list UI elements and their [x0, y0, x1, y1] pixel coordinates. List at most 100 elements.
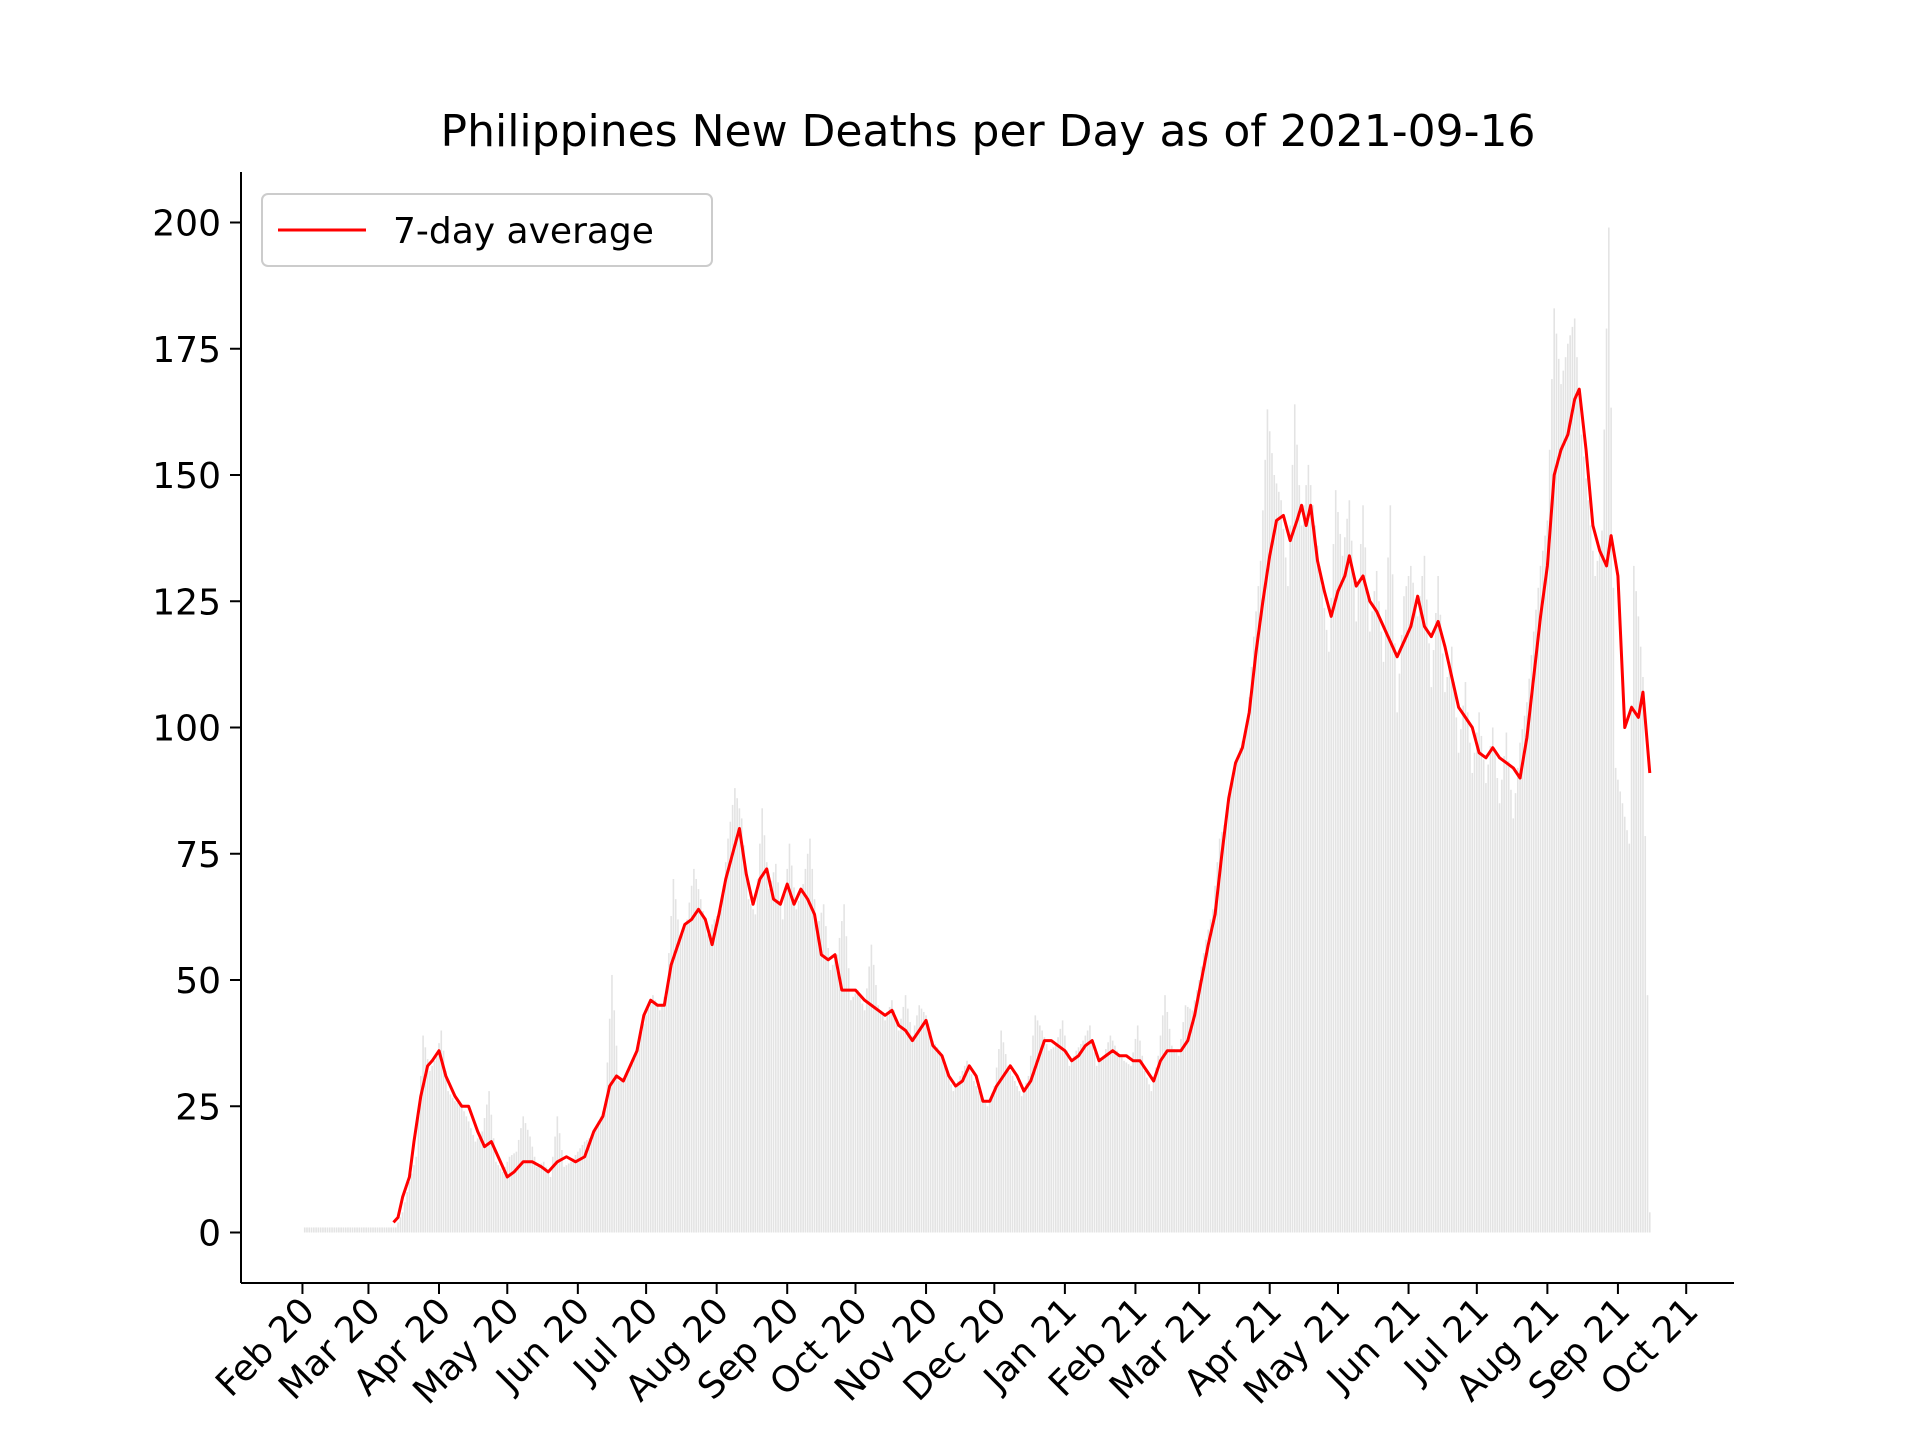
daily-bar	[1143, 1070, 1146, 1233]
daily-bar	[1303, 505, 1305, 1233]
daily-bar	[1510, 789, 1512, 1233]
daily-bar	[567, 1163, 570, 1233]
daily-bar	[1441, 653, 1444, 1233]
daily-bar	[984, 1102, 987, 1233]
daily-bar	[417, 1116, 420, 1233]
daily-bar	[1332, 544, 1335, 1233]
daily-bar	[1316, 545, 1319, 1233]
daily-bar	[1371, 611, 1373, 1233]
daily-bar	[363, 1227, 365, 1233]
daily-bar	[663, 996, 666, 1233]
daily-bar	[993, 1086, 996, 1233]
y-tick-label: 0	[198, 1214, 221, 1255]
daily-bar	[365, 1227, 367, 1233]
daily-bar	[1339, 533, 1342, 1233]
daily-bar	[825, 926, 827, 1233]
daily-bar	[1569, 335, 1571, 1233]
daily-bar	[456, 1102, 459, 1233]
daily-bar	[1282, 528, 1285, 1233]
daily-bar	[492, 1138, 495, 1233]
daily-bar	[440, 1030, 443, 1233]
daily-bar	[429, 1070, 431, 1233]
daily-bar	[1023, 1089, 1025, 1233]
daily-bar	[1505, 732, 1508, 1233]
daily-bar	[979, 1096, 982, 1233]
daily-bar	[1423, 555, 1426, 1233]
legend-box	[261, 193, 713, 267]
daily-bar	[966, 1060, 968, 1233]
daily-bar	[879, 1010, 882, 1233]
daily-bar	[916, 1015, 918, 1233]
daily-bar	[902, 1006, 905, 1233]
daily-bar	[1425, 599, 1428, 1233]
daily-bar	[709, 929, 711, 1233]
daily-bar	[410, 1173, 413, 1233]
daily-bar	[718, 912, 720, 1233]
daily-bar	[611, 974, 613, 1233]
daily-bar	[1118, 1054, 1121, 1233]
daily-bar	[893, 1010, 895, 1233]
daily-bar	[777, 882, 779, 1233]
daily-bar	[1064, 1035, 1066, 1233]
daily-bar	[988, 1099, 991, 1233]
y-tick-label: 200	[152, 204, 221, 245]
daily-bar	[597, 1121, 600, 1233]
daily-bar	[649, 1001, 652, 1233]
daily-bar	[690, 885, 693, 1233]
daily-bar	[1068, 1065, 1071, 1233]
daily-bar	[1284, 557, 1287, 1233]
daily-bar	[1000, 1030, 1002, 1233]
daily-bar	[770, 880, 773, 1233]
daily-bar	[538, 1165, 540, 1233]
daily-bar	[677, 919, 679, 1233]
daily-bar	[640, 1032, 643, 1233]
daily-bar	[954, 1086, 957, 1233]
daily-bar	[602, 1111, 604, 1233]
daily-bar	[1512, 818, 1515, 1233]
daily-bar	[756, 879, 759, 1233]
daily-bar	[1448, 661, 1451, 1233]
daily-bar	[1252, 636, 1255, 1233]
daily-bar	[1202, 953, 1205, 1233]
daily-bar	[1380, 631, 1383, 1233]
daily-bar	[922, 1011, 925, 1233]
daily-bar	[1007, 1065, 1009, 1233]
daily-bar	[1259, 560, 1262, 1233]
daily-bar	[838, 937, 841, 1233]
daily-bar	[943, 1064, 946, 1233]
daily-bar	[720, 909, 723, 1233]
daily-bar	[1041, 1030, 1043, 1233]
daily-bar	[695, 879, 697, 1233]
daily-bar	[918, 1005, 921, 1233]
daily-bar	[615, 1045, 618, 1233]
daily-bar	[1132, 1052, 1134, 1233]
daily-bar	[1601, 530, 1603, 1233]
daily-bar	[397, 1222, 399, 1233]
daily-bar	[1287, 586, 1289, 1233]
daily-bar	[1364, 547, 1367, 1233]
daily-bar	[643, 1023, 645, 1233]
daily-bar	[1362, 505, 1364, 1233]
daily-bar	[358, 1227, 361, 1233]
daily-bar	[763, 835, 766, 1233]
daily-bar	[1430, 687, 1433, 1233]
daily-bar	[1414, 599, 1417, 1233]
daily-bar	[1325, 629, 1328, 1233]
daily-bar	[1410, 565, 1412, 1233]
daily-bar	[1159, 1035, 1162, 1233]
daily-bar	[554, 1136, 556, 1233]
daily-bar	[1341, 555, 1344, 1233]
daily-bar	[913, 1025, 916, 1233]
daily-bar	[745, 872, 748, 1233]
daily-bar	[401, 1212, 404, 1233]
daily-bar	[1444, 692, 1446, 1233]
daily-bar	[702, 910, 704, 1233]
daily-bar	[490, 1114, 493, 1233]
daily-bar	[422, 1035, 424, 1233]
daily-bar	[1405, 586, 1408, 1233]
daily-bar	[583, 1141, 586, 1233]
daily-bar	[1011, 1075, 1014, 1233]
daily-bar	[652, 995, 654, 1233]
daily-bar	[1476, 732, 1478, 1233]
